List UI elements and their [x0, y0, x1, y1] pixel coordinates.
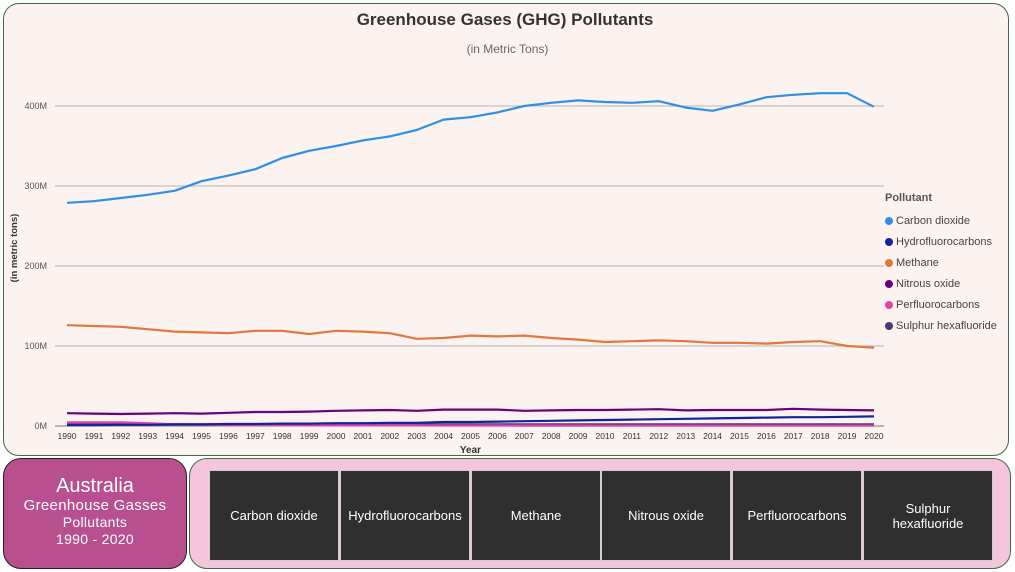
info-card: Australia Greenhouse Gasses Pollutants 1…: [3, 458, 187, 569]
x-tick-label: 2013: [676, 431, 695, 441]
y-axis-title: (in metric tons): [9, 214, 20, 283]
chart-subtitle: (in Metric Tons): [466, 42, 549, 56]
x-tick-label: 2011: [623, 431, 642, 441]
x-tick-label: 2006: [488, 431, 507, 441]
x-axis-title: Year: [460, 445, 481, 456]
x-tick-label: 2001: [353, 431, 372, 441]
x-tick-label: 1992: [111, 431, 130, 441]
legend-label: Hydrofluorocarbons: [896, 235, 992, 248]
x-tick-label: 2020: [865, 431, 884, 441]
y-tick-label: 0M: [34, 421, 47, 431]
x-tick-label: 1997: [246, 431, 265, 441]
slicer-button-hydrofluorocarbons[interactable]: Hydrofluorocarbons: [340, 470, 470, 561]
legend-marker: [885, 279, 893, 288]
x-tick-label: 1994: [165, 431, 184, 441]
info-line-1: Greenhouse Gasses: [23, 497, 167, 514]
x-tick-label: 2004: [434, 431, 453, 441]
legend-label: Carbon dioxide: [896, 214, 970, 227]
x-tick-label: 1995: [192, 431, 211, 441]
legend-marker: [885, 237, 893, 246]
x-tick-label: 1993: [138, 431, 157, 441]
legend-item-perfluorocarbons[interactable]: Perfluorocarbons: [885, 294, 997, 315]
y-tick-label: 100M: [24, 341, 47, 351]
info-line-2: Pollutants: [62, 514, 128, 530]
x-tick-label: 2008: [542, 431, 561, 441]
x-tick-label: 2003: [407, 431, 426, 441]
x-tick-label: 2015: [730, 431, 749, 441]
legend-label: Nitrous oxide: [896, 277, 961, 290]
x-tick-label: 2000: [327, 431, 346, 441]
series-line-hydrofluorocarbons: [67, 415, 875, 427]
chart-legend: Pollutant Carbon dioxide Hydrofluorocarbo…: [885, 192, 997, 336]
x-tick-label: 2018: [811, 431, 830, 441]
legend-item-hydrofluorocarbons[interactable]: Hydrofluorocarbons: [885, 231, 997, 252]
chart-title: Greenhouse Gases (GHG) Pollutants: [356, 10, 654, 29]
x-tick-label: 2019: [838, 431, 857, 441]
legend-label: Perfluorocarbons: [896, 298, 980, 311]
series-line-carbon-dioxide: [66, 92, 875, 204]
legend-item-methane[interactable]: Methane: [885, 252, 997, 273]
legend-item-nitrous-oxide[interactable]: Nitrous oxide: [885, 273, 997, 294]
legend-title: Pollutant: [885, 192, 933, 204]
x-tick-label: 2009: [569, 431, 588, 441]
y-tick-label: 400M: [24, 101, 47, 111]
legend-marker: [885, 216, 893, 225]
series-line-nitrous-oxide: [66, 407, 875, 416]
x-tick-label: 2017: [784, 431, 803, 441]
x-tick-label: 1991: [84, 431, 103, 441]
x-tick-label: 1996: [219, 431, 238, 441]
pollutant-slicer: Carbon dioxide Hydrofluorocarbons Methan…: [189, 458, 1011, 569]
y-tick-label: 200M: [24, 261, 47, 271]
legend-marker: [885, 300, 893, 309]
legend-item-sulphur-hexafluoride[interactable]: Sulphur hexafluoride: [885, 315, 997, 336]
legend-marker: [885, 321, 893, 330]
info-line-3: 1990 - 2020: [55, 531, 135, 547]
chart-panel: [3, 3, 1009, 456]
slicer-button-nitrous-oxide[interactable]: Nitrous oxide: [601, 470, 731, 561]
series-line-methane: [66, 324, 875, 349]
y-tick-label: 300M: [24, 181, 47, 191]
slicer-button-perfluorocarbons[interactable]: Perfluorocarbons: [732, 470, 862, 561]
legend-label: Methane: [896, 256, 939, 269]
x-tick-label: 2002: [380, 431, 399, 441]
x-tick-label: 1999: [300, 431, 319, 441]
country-name: Australia: [56, 475, 134, 497]
x-tick-label: 2014: [703, 431, 722, 441]
slicer-button-methane[interactable]: Methane: [471, 470, 601, 561]
slicer-button-carbon-dioxide[interactable]: Carbon dioxide: [209, 470, 339, 561]
legend-marker: [885, 258, 893, 267]
slicer-button-sulphur-hexafluoride[interactable]: Sulphur hexafluoride: [863, 470, 993, 561]
legend-label: Sulphur hexafluoride: [896, 319, 997, 332]
x-tick-label: 2010: [596, 431, 615, 441]
x-tick-label: 2012: [649, 431, 668, 441]
x-tick-label: 2007: [515, 431, 534, 441]
x-tick-label: 2016: [757, 431, 776, 441]
legend-item-carbon-dioxide[interactable]: Carbon dioxide: [885, 210, 997, 231]
x-tick-label: 2005: [461, 431, 480, 441]
x-tick-label: 1990: [58, 431, 77, 441]
x-tick-label: 1998: [273, 431, 292, 441]
line-chart: 0M 100M 200M 300M 400M 1990 1991 1992 1993 1994 19…: [9, 92, 884, 456]
